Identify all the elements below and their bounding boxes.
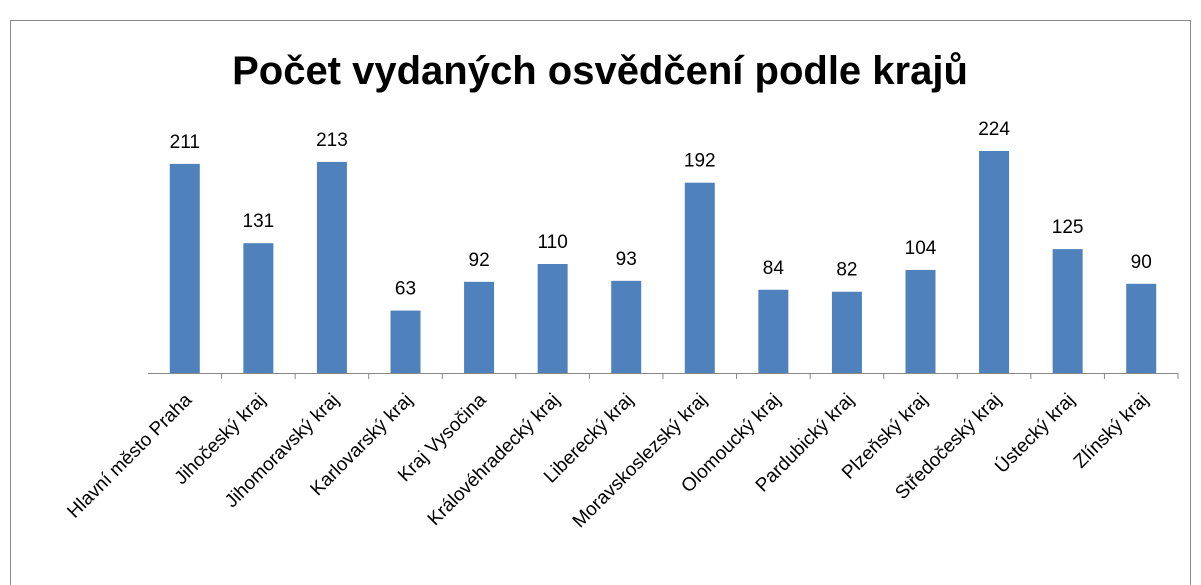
data-label: 104 bbox=[905, 238, 937, 259]
bar bbox=[831, 291, 862, 373]
data-label: 125 bbox=[1052, 217, 1084, 238]
data-label: 82 bbox=[836, 260, 857, 281]
bar bbox=[169, 163, 200, 373]
data-label: 92 bbox=[469, 250, 490, 271]
bar bbox=[684, 182, 715, 373]
bar bbox=[1052, 249, 1083, 373]
data-label: 131 bbox=[243, 211, 275, 232]
bar bbox=[316, 161, 347, 373]
bar bbox=[537, 263, 568, 373]
data-label: 110 bbox=[537, 232, 567, 253]
data-label: 192 bbox=[684, 151, 716, 172]
bar bbox=[758, 289, 789, 373]
bar bbox=[390, 310, 421, 373]
data-label: 90 bbox=[1131, 252, 1152, 273]
data-label: 224 bbox=[978, 119, 1010, 140]
bar bbox=[905, 269, 936, 373]
data-label: 93 bbox=[616, 249, 637, 270]
chart-title: Počet vydaných osvědčení podle krajů bbox=[232, 49, 968, 93]
bar bbox=[611, 280, 642, 373]
bar bbox=[464, 281, 495, 373]
bar bbox=[1126, 283, 1157, 373]
data-label: 84 bbox=[763, 258, 785, 279]
bar bbox=[979, 151, 1010, 373]
data-label: 63 bbox=[395, 279, 416, 300]
data-label: 213 bbox=[316, 130, 348, 151]
bar bbox=[243, 243, 274, 373]
data-label: 211 bbox=[170, 132, 200, 153]
